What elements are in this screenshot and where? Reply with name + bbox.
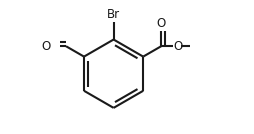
- Text: Br: Br: [107, 8, 120, 21]
- Text: O: O: [156, 17, 166, 30]
- Text: O: O: [41, 40, 50, 53]
- Text: O: O: [174, 40, 183, 53]
